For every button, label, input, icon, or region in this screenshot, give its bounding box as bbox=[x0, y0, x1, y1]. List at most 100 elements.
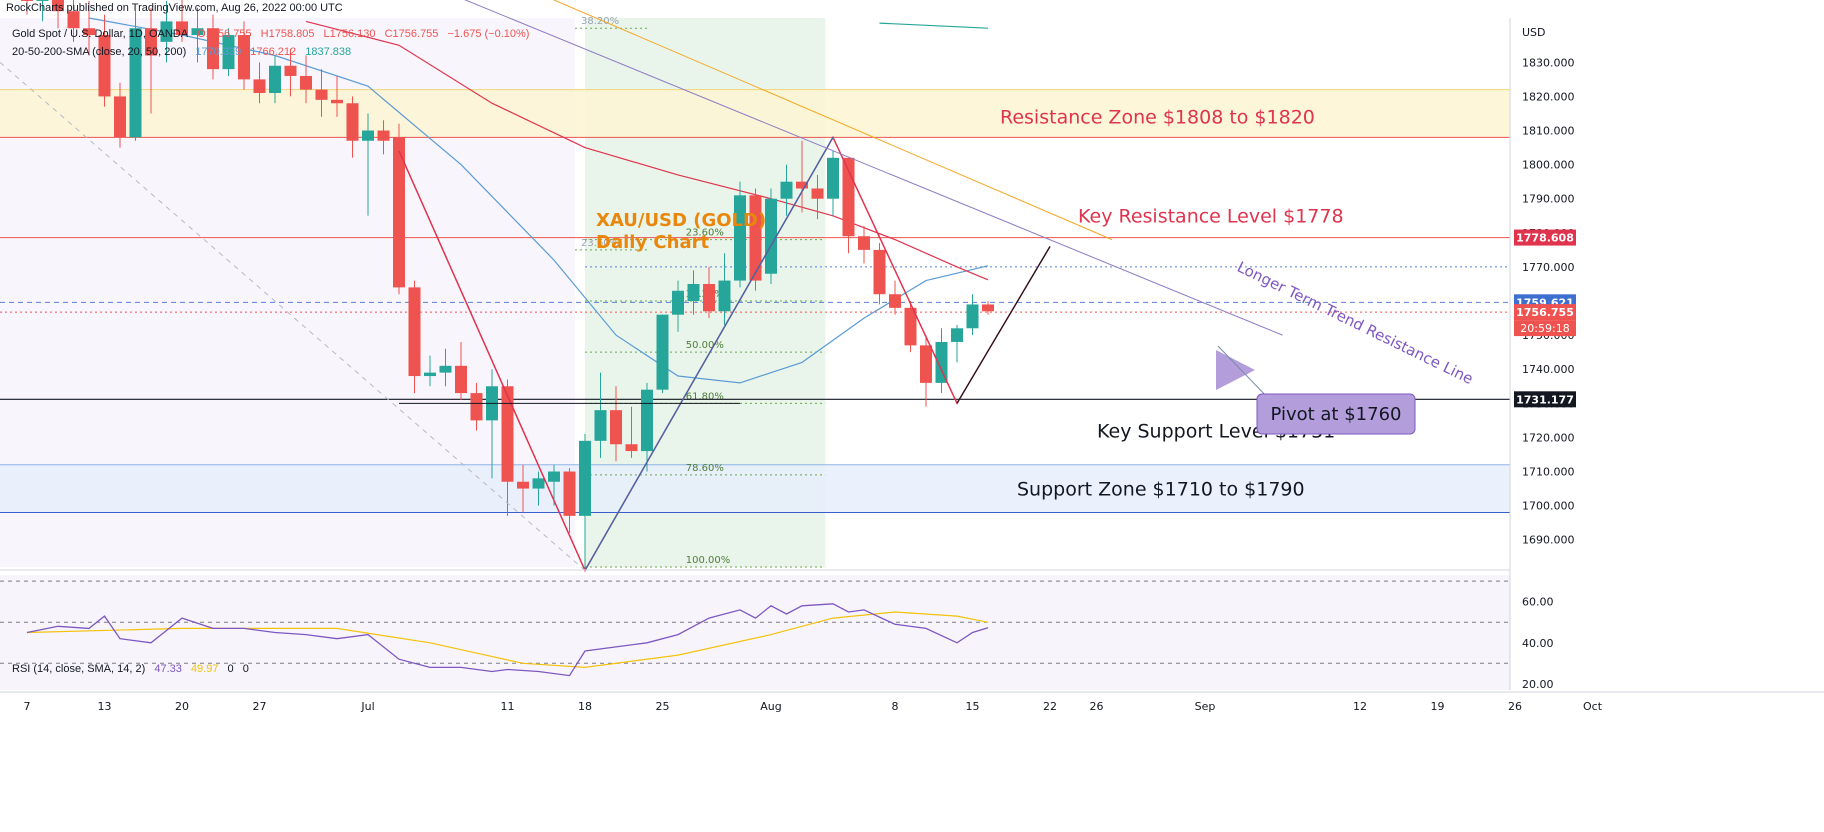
candle-body bbox=[424, 372, 436, 377]
candle-body bbox=[703, 283, 715, 312]
legend-rsi-extra: 0 bbox=[227, 663, 234, 675]
candle-body bbox=[951, 328, 963, 342]
candle-body bbox=[222, 35, 235, 70]
fibonacci-layer: 38.20%23.60%23.60%38.20%50.00%61.80%78.6… bbox=[575, 16, 826, 568]
candle-body bbox=[501, 386, 514, 482]
candle-body bbox=[346, 103, 359, 141]
candle-body bbox=[238, 35, 250, 80]
candle-body bbox=[176, 21, 188, 36]
legend-sma200-value: 1837.838 bbox=[305, 46, 352, 58]
fib-level-label: 23.60% bbox=[686, 228, 724, 239]
price-tick-label: 1820.000 bbox=[1522, 90, 1575, 103]
candle-body bbox=[284, 65, 297, 76]
time-tick-label: Oct bbox=[1583, 700, 1603, 713]
price-tick-label: 1810.000 bbox=[1522, 125, 1575, 138]
candle-body bbox=[98, 35, 111, 97]
candle-body bbox=[191, 28, 204, 36]
legend-rsi-extra2: 0 bbox=[242, 663, 249, 675]
candle-body bbox=[718, 280, 731, 312]
price-tick-label: 1770.000 bbox=[1522, 261, 1575, 274]
axis-tag-1731-bg bbox=[1514, 391, 1576, 408]
zone-band bbox=[0, 464, 1510, 513]
time-tick-label: 20 bbox=[175, 700, 189, 713]
price-tick-label: 1690.000 bbox=[1522, 534, 1575, 547]
candle-body bbox=[765, 198, 777, 274]
candle-body bbox=[52, 0, 64, 12]
rsi-tick-label: 20.00 bbox=[1522, 678, 1554, 691]
sma200-line bbox=[879, 22, 989, 29]
candle-body bbox=[889, 294, 901, 308]
candle-body bbox=[300, 75, 312, 90]
rsi-tick-label: 60.00 bbox=[1522, 596, 1554, 609]
fib-level-label: 23.60% bbox=[581, 238, 619, 249]
countdown-bg bbox=[1514, 320, 1576, 337]
resistance-zone-label: Resistance Zone $1808 to $1820 bbox=[1000, 107, 1315, 129]
time-tick-label: 12 bbox=[1353, 700, 1367, 713]
price-tick-label: 1800.000 bbox=[1522, 159, 1575, 172]
axis-tag-last-price: 1756.755 bbox=[1516, 306, 1574, 319]
pivot-callout-box bbox=[1256, 393, 1416, 435]
candle-body bbox=[796, 181, 808, 189]
price-tick-label: 1700.000 bbox=[1522, 500, 1575, 513]
swing-leg-black bbox=[956, 246, 1051, 404]
time-tick-label: 15 bbox=[966, 700, 980, 713]
candle-body bbox=[780, 181, 793, 199]
time-tick-label: 25 bbox=[656, 700, 670, 713]
legend-sma50-value: 1766.212 bbox=[250, 46, 297, 58]
legend-rsi-label: RSI (14, close, SMA, 14, 2) bbox=[12, 663, 146, 675]
key-resistance-label: Key Resistance Level $1778 bbox=[1078, 206, 1344, 228]
timeframe-label: Daily Chart bbox=[596, 232, 709, 253]
publisher-header: RockCharts published on TradingView.com,… bbox=[6, 2, 343, 14]
price-tick-label: 1790.000 bbox=[1522, 193, 1575, 206]
price-tick-label: 1830.000 bbox=[1522, 56, 1575, 69]
candle-body bbox=[331, 99, 343, 104]
legend-symbol: Gold Spot / U.S. Dollar, 1D, OANDA bbox=[12, 28, 189, 40]
pivot-callout-line bbox=[1217, 345, 1271, 401]
candle-body bbox=[548, 471, 560, 482]
rsi-ma-line bbox=[26, 611, 989, 669]
orange-trend-line bbox=[552, 0, 1113, 241]
legend-rsi-row: RSI (14, close, SMA, 14, 2) 47.33 49.97 … bbox=[12, 663, 255, 675]
time-tick-label: 7 bbox=[24, 700, 31, 713]
axis-tag-1778-bg bbox=[1514, 229, 1576, 246]
legend-sma-label: 20-50-200-SMA (close, 20, 50, 200) bbox=[12, 46, 187, 58]
zone-band bbox=[0, 89, 1510, 138]
candle-body bbox=[749, 195, 762, 281]
moving-averages-layer bbox=[88, 17, 989, 384]
candle-body bbox=[21, 0, 33, 1]
drawings-layer bbox=[0, 0, 1283, 573]
time-tick-label: 13 bbox=[98, 700, 112, 713]
candle-body bbox=[594, 410, 607, 441]
candle-body bbox=[982, 304, 994, 312]
fib-level-label: 50.00% bbox=[686, 340, 724, 351]
candle-body bbox=[207, 28, 219, 70]
rsi-line bbox=[26, 603, 989, 677]
candle-body bbox=[563, 471, 576, 516]
candle-body bbox=[114, 96, 126, 138]
axis-tag-last-price-bg bbox=[1514, 304, 1576, 321]
legend-close: C1756.755 bbox=[384, 28, 439, 40]
time-tick-label: 11 bbox=[501, 700, 515, 713]
legend-low: L1756.130 bbox=[323, 28, 376, 40]
time-tick-label: 19 bbox=[1431, 700, 1445, 713]
time-tick-label: 18 bbox=[578, 700, 592, 713]
sma20-line bbox=[88, 17, 989, 384]
legend-sma-row: 20-50-200-SMA (close, 20, 50, 200) 1770.… bbox=[12, 46, 357, 58]
candle-body bbox=[439, 365, 452, 373]
candle-body bbox=[734, 195, 746, 281]
candle-body bbox=[145, 28, 157, 56]
sma50-line bbox=[305, 20, 989, 281]
candle-body bbox=[672, 290, 684, 315]
rsi-tick-label: 40.00 bbox=[1522, 637, 1554, 650]
price-axis-unit: USD bbox=[1522, 26, 1546, 39]
candle-body bbox=[873, 249, 886, 295]
candle-body bbox=[641, 389, 653, 452]
time-tick-label: 26 bbox=[1090, 700, 1104, 713]
rsi-background-band bbox=[0, 575, 1510, 690]
candle-body bbox=[455, 365, 467, 394]
fib-level-label: 100.00% bbox=[686, 555, 731, 566]
candle-body bbox=[129, 28, 142, 138]
candle-body bbox=[377, 130, 390, 141]
time-tick-label: Jul bbox=[360, 700, 374, 713]
candle-body bbox=[920, 345, 932, 383]
